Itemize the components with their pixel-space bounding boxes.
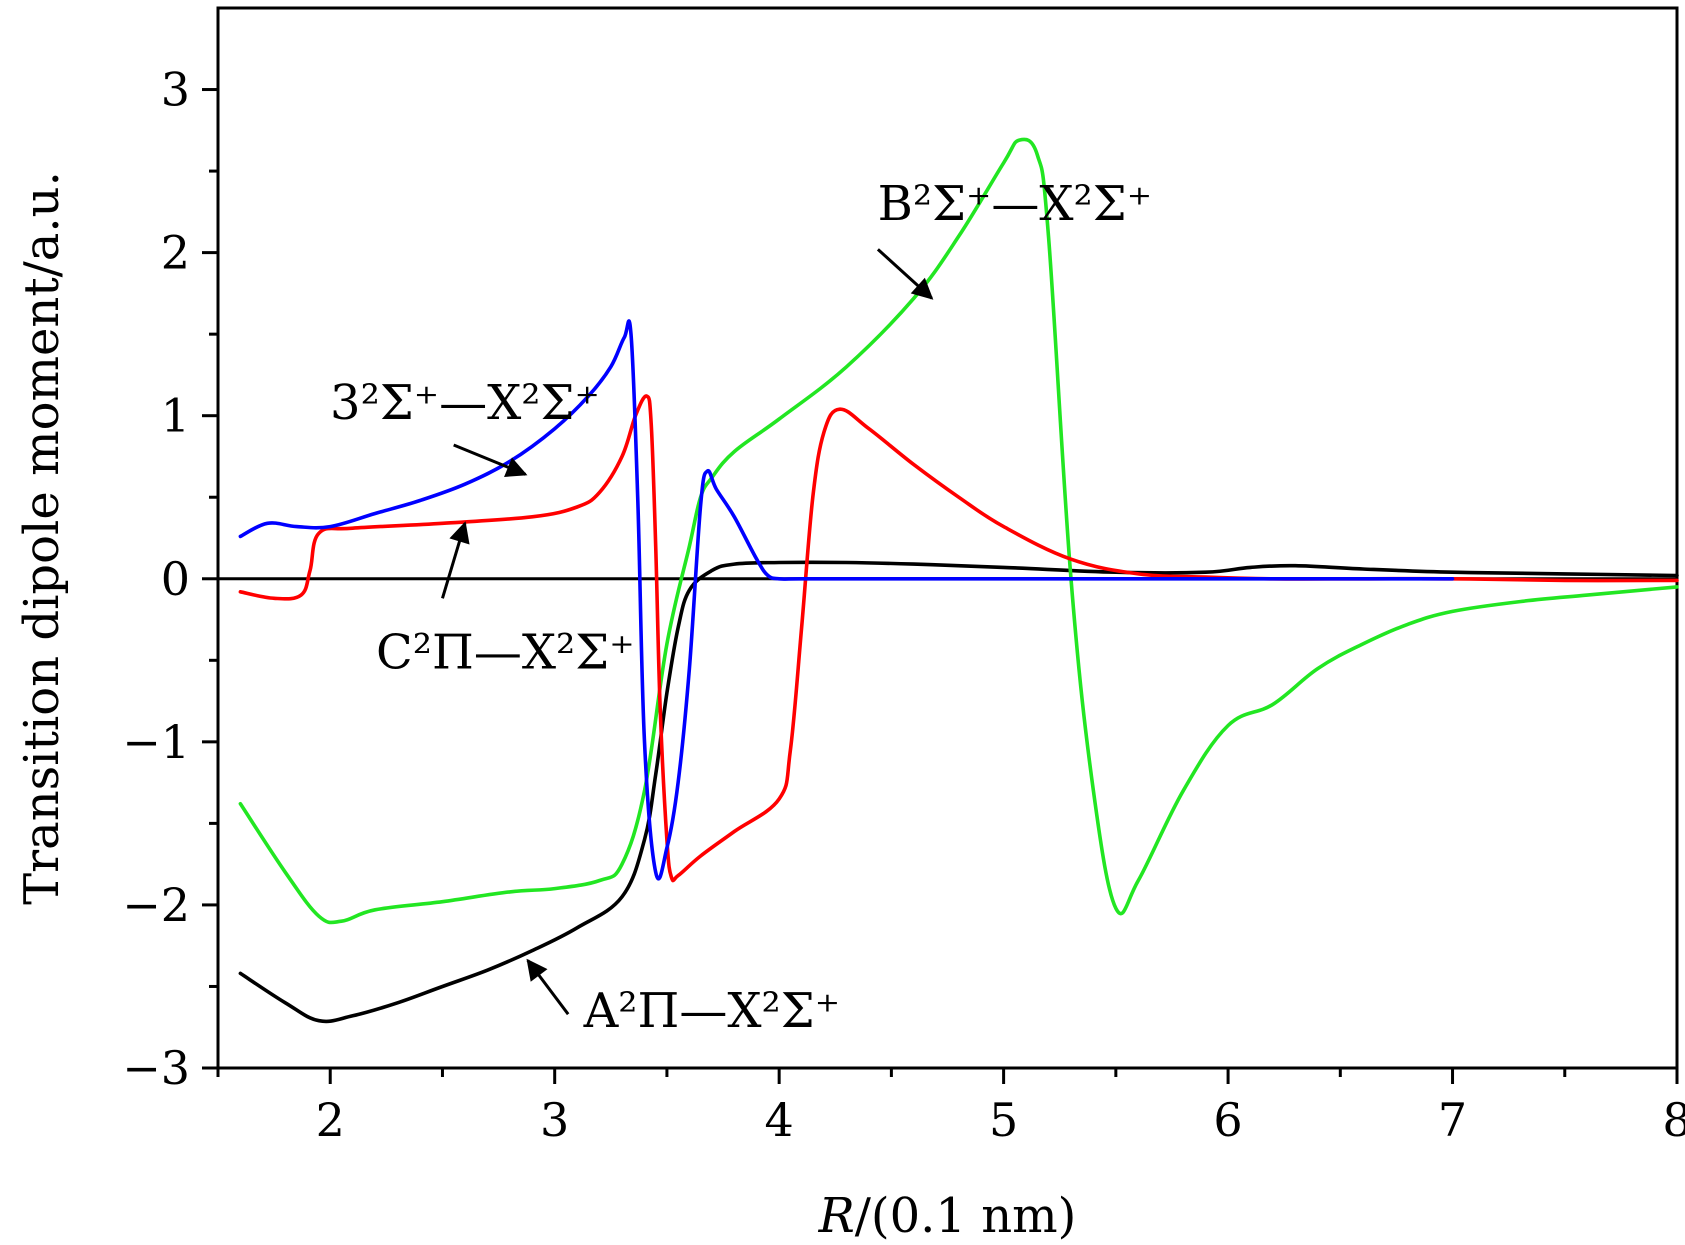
series-line-1 — [238, 560, 1679, 1024]
series-group — [218, 137, 1679, 1024]
annotation-label-1: B²Σ⁺—X²Σ⁺ — [878, 176, 1152, 232]
annotation-label-4: A²Π—X²Σ⁺ — [583, 983, 840, 1039]
axes: 2 3 4 5 6 7 8 −3 −2 −1 0 1 2 3 — [122, 6, 1685, 1147]
y-tick-label: 3 — [161, 63, 190, 117]
y-tick-label: 0 — [161, 552, 190, 606]
annotation-label-2: 3²Σ⁺—X²Σ⁺ — [330, 375, 600, 431]
y-tick-label: −2 — [122, 878, 190, 932]
x-tick-label: 3 — [540, 1093, 569, 1147]
y-axis-title: Transition dipole moment/a.u. — [14, 171, 70, 905]
x-axis-title-unit: /(0.1 nm) — [855, 1188, 1077, 1244]
series-line-2 — [238, 137, 1679, 925]
x-tick-label: 8 — [1662, 1093, 1685, 1147]
y-tick-label: −3 — [122, 1041, 190, 1095]
annotations: B²Σ⁺—X²Σ⁺ 3²Σ⁺—X²Σ⁺ C²Π—X²Σ⁺ A²Π—X²Σ⁺ — [330, 176, 1152, 1039]
axis-labels: R/(0.1 nm) Transition dipole moment/a.u. — [14, 171, 1076, 1244]
x-tick-label: 2 — [316, 1093, 345, 1147]
annotation-arrow-4 — [526, 958, 570, 1016]
x-tick-label: 4 — [765, 1093, 794, 1147]
annotation-arrow-2 — [453, 443, 528, 477]
x-tick-label: 5 — [989, 1093, 1018, 1147]
y-tick-label: 1 — [161, 389, 190, 443]
y-tick-label: 2 — [161, 226, 190, 280]
annotation-label-3: C²Π—X²Σ⁺ — [376, 624, 635, 680]
annotation-arrow-1 — [876, 248, 934, 300]
x-axis-title: R/(0.1 nm) — [818, 1188, 1077, 1244]
x-axis-title-variable: R — [818, 1188, 855, 1244]
series-line-3 — [238, 394, 1679, 883]
y-tick-label: −1 — [122, 715, 190, 769]
x-tick-label: 7 — [1438, 1093, 1467, 1147]
plot-frame — [216, 6, 1679, 1070]
x-tick-label: 6 — [1213, 1093, 1242, 1147]
series-line-4 — [238, 319, 1455, 881]
annotation-arrow-3 — [441, 521, 470, 599]
